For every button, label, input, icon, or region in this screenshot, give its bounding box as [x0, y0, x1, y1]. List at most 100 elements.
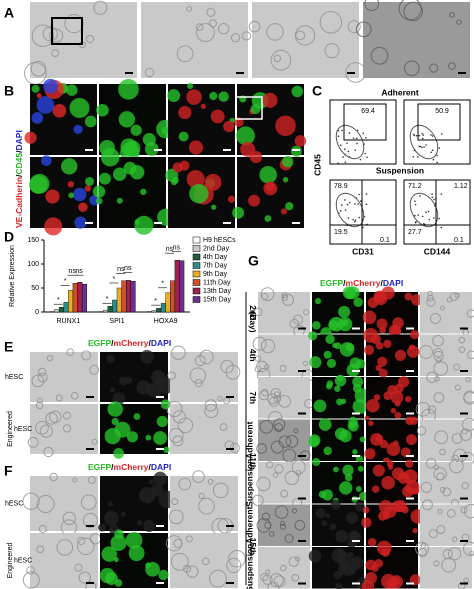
cell: [31, 84, 40, 93]
cell: [409, 330, 420, 340]
cell: [407, 345, 420, 358]
cell: [386, 442, 401, 457]
cell: [261, 512, 271, 521]
cell: [335, 582, 343, 589]
stain-part: EGFP: [88, 462, 111, 472]
cell: [84, 185, 92, 192]
bar: [112, 299, 118, 313]
cell: [189, 367, 207, 384]
cell: [415, 541, 430, 556]
cell: [433, 560, 440, 567]
stain-part: DAPI: [383, 278, 403, 288]
cell: [308, 549, 322, 563]
cell: [35, 401, 44, 410]
inset-box: [235, 96, 263, 120]
cell: [45, 189, 60, 204]
y-tick-label: 150: [27, 237, 39, 244]
cell: [379, 326, 387, 334]
x-tick-label: SPI1: [109, 318, 124, 325]
cell: [30, 60, 47, 77]
event: [425, 144, 427, 146]
cell: [339, 481, 353, 495]
image-panel: [141, 2, 248, 78]
cell: [291, 85, 304, 98]
significance: *: [154, 298, 157, 305]
condition-label: Adherent: [244, 421, 254, 458]
significance: ns: [124, 265, 132, 272]
cell: [338, 305, 351, 318]
cell: [275, 115, 296, 137]
cell: [206, 7, 216, 17]
y-tick-label: 50: [31, 285, 39, 292]
panel-label: G: [248, 253, 259, 269]
cell: [186, 5, 193, 12]
cell: [140, 188, 147, 196]
image-panel: [363, 2, 470, 78]
day-label: 2nd: [248, 305, 258, 320]
cell: [150, 369, 166, 385]
cell: [280, 489, 289, 498]
cell: [178, 131, 189, 142]
cell: [454, 384, 461, 391]
cell: [295, 30, 306, 41]
cell: [325, 513, 331, 519]
event: [344, 199, 346, 201]
image-panel: [30, 404, 98, 454]
cell: [38, 367, 47, 377]
cell: [118, 111, 136, 128]
cell: [442, 487, 452, 497]
cell: [77, 536, 86, 545]
cell: [281, 294, 289, 301]
event: [365, 136, 367, 139]
y-tick-label: 0: [35, 309, 39, 316]
cell: [427, 294, 434, 302]
inset-box: [51, 17, 83, 45]
cell: [394, 349, 407, 361]
row-label: Suspension: [376, 165, 424, 175]
event: [431, 149, 434, 152]
event: [346, 142, 348, 144]
cell: [112, 167, 127, 181]
cell: [77, 537, 95, 556]
event: [354, 203, 356, 205]
cell: [390, 407, 397, 414]
cell: [291, 508, 298, 514]
cell: [279, 364, 287, 372]
stain-part: /: [149, 338, 152, 348]
cell: [134, 219, 140, 225]
bar: [116, 287, 122, 313]
cell: [364, 0, 380, 11]
cell: [333, 570, 343, 580]
cell: [323, 446, 332, 456]
cell: [167, 89, 181, 102]
significance: ns: [75, 268, 83, 275]
cell: [448, 62, 456, 70]
cell: [272, 472, 279, 478]
cell: [133, 413, 141, 420]
legend-swatch: [192, 279, 201, 286]
event: [339, 144, 342, 147]
legend-swatch: [192, 262, 201, 269]
cell: [292, 314, 303, 325]
stain-part: DAPI: [151, 462, 171, 472]
cell: [51, 49, 60, 58]
cell: [35, 420, 49, 435]
event: [344, 148, 346, 151]
quadrant-value: 78.9: [334, 183, 348, 190]
event: [431, 196, 434, 199]
cell: [144, 67, 155, 78]
cell: [416, 426, 427, 436]
cell: [293, 428, 299, 434]
cell: [400, 447, 411, 458]
event: [365, 203, 368, 206]
cell: [31, 112, 44, 124]
cell: [217, 395, 223, 402]
event: [430, 134, 432, 136]
cell: [284, 470, 300, 486]
cell: [187, 82, 194, 89]
stain-part: EGFP: [320, 278, 343, 288]
cell: [125, 531, 143, 549]
gate: [343, 103, 387, 141]
cell: [256, 443, 268, 454]
event: [419, 195, 421, 197]
